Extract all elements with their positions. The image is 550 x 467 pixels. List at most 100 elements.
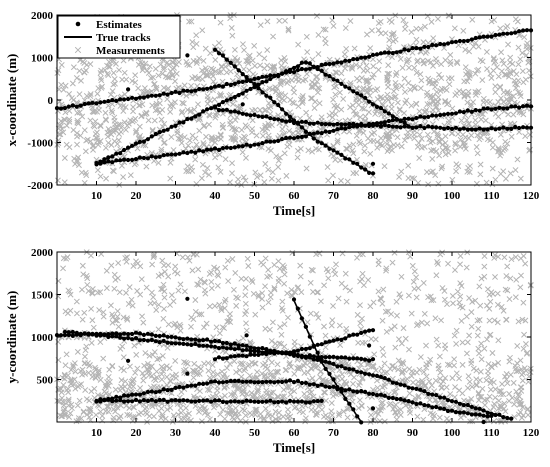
measurement-mark: [143, 284, 150, 291]
measurement-mark: [240, 174, 247, 181]
measurement-mark: [511, 401, 518, 408]
estimate-point: [272, 400, 277, 405]
measurement-mark: [62, 109, 69, 116]
estimate-point: [382, 50, 387, 55]
measurement-mark: [140, 319, 147, 326]
measurement-mark: [109, 101, 116, 108]
estimate-point: [426, 44, 431, 50]
measurement-mark: [503, 371, 510, 377]
measurement-mark: [243, 320, 249, 327]
measurement-mark: [330, 96, 337, 103]
measurement-mark: [421, 310, 428, 317]
measurement-mark: [119, 385, 126, 392]
measurement-mark: [206, 270, 213, 277]
estimate-point: [244, 333, 249, 338]
measurement-mark: [430, 62, 436, 69]
measurement-mark: [358, 361, 364, 368]
measurement-mark: [330, 143, 337, 150]
measurement-mark: [317, 298, 324, 305]
estimate-point: [110, 154, 115, 159]
measurement-mark: [408, 29, 415, 36]
measurement-mark: [275, 369, 282, 376]
measurement-mark: [243, 390, 250, 397]
measurement-mark: [491, 317, 498, 324]
estimate-point: [390, 51, 395, 56]
estimates-layer: [54, 28, 534, 176]
measurement-mark: [380, 286, 387, 293]
measurement-mark: [285, 384, 292, 391]
measurement-mark: [425, 181, 432, 188]
measurement-mark: [212, 114, 219, 121]
measurement-mark: [514, 343, 521, 349]
measurement-mark: [115, 137, 122, 144]
measurement-mark: [320, 413, 327, 420]
measurement-mark: [405, 56, 412, 63]
estimate-point: [291, 349, 297, 354]
measurement-mark: [360, 129, 367, 136]
estimate-point: [449, 126, 455, 131]
estimate-point: [130, 143, 135, 148]
estimate-point: [193, 114, 198, 119]
measurement-mark: [489, 181, 496, 188]
estimate-point: [224, 346, 229, 351]
measurement-mark: [322, 344, 329, 351]
measurement-mark: [174, 270, 181, 277]
estimate-point: [367, 54, 372, 59]
measurement-mark: [269, 169, 276, 176]
measurement-mark: [189, 75, 196, 82]
measurement-mark: [433, 100, 439, 107]
measurement-mark: [187, 107, 194, 114]
estimate-point: [367, 358, 372, 363]
measurement-mark: [134, 145, 141, 152]
measurement-mark: [405, 162, 412, 169]
measurement-mark: [99, 83, 105, 90]
measurement-mark: [89, 373, 96, 380]
measurement-mark: [387, 366, 394, 372]
estimate-point: [165, 334, 170, 339]
estimate-point: [418, 124, 423, 129]
measurement-mark: [144, 411, 150, 417]
measurement-mark: [246, 372, 253, 379]
estimate-point: [256, 76, 261, 81]
measurement-mark: [357, 140, 364, 147]
measurement-mark: [379, 403, 386, 410]
measurement-mark: [98, 77, 105, 84]
estimate-point: [307, 66, 312, 71]
measurement-mark: [158, 376, 165, 383]
measurement-mark: [262, 283, 268, 290]
estimate-point: [473, 412, 478, 417]
measurement-mark: [265, 374, 272, 381]
estimate-point: [110, 160, 115, 165]
estimate-point: [343, 396, 348, 401]
estimate-point: [193, 150, 198, 155]
x-tick-label: 100: [444, 190, 461, 202]
measurement-mark: [54, 177, 61, 184]
estimate-point: [248, 348, 253, 354]
measurement-mark: [337, 342, 344, 348]
estimate-point: [228, 96, 233, 102]
estimate-point: [335, 150, 340, 155]
estimate-point: [339, 152, 344, 157]
measurement-mark: [388, 18, 395, 25]
measurement-mark: [142, 350, 149, 356]
measurement-mark: [397, 412, 404, 418]
measurement-mark: [208, 65, 215, 72]
measurement-mark: [370, 362, 377, 369]
estimate-point: [256, 114, 261, 119]
measurement-mark: [517, 255, 524, 262]
measurement-mark: [266, 122, 272, 129]
measurement-mark: [92, 118, 99, 125]
estimate-point: [485, 127, 490, 132]
measurement-mark: [61, 179, 68, 186]
measurement-mark: [375, 406, 382, 413]
measurement-mark: [203, 320, 210, 327]
measurement-mark: [281, 54, 288, 61]
measurement-mark: [123, 402, 130, 409]
measurement-mark: [346, 403, 353, 410]
measurement-mark: [390, 31, 397, 38]
estimate-point: [386, 111, 391, 116]
estimate-point: [205, 381, 210, 386]
estimate-point: [106, 397, 111, 402]
estimate-point: [505, 415, 510, 421]
estimate-point: [461, 39, 466, 44]
